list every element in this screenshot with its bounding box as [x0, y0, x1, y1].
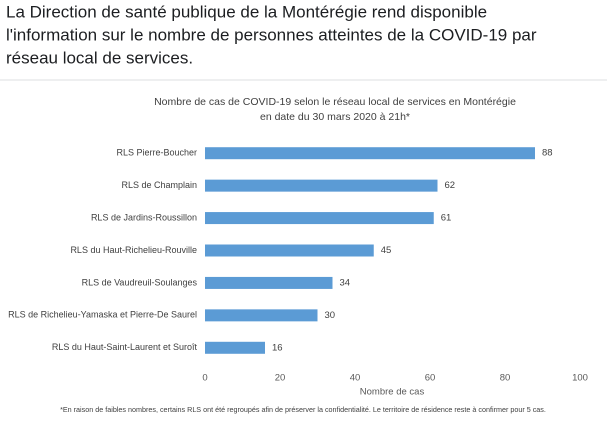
x-tick-label: 40	[350, 373, 361, 384]
data-label: 34	[340, 277, 351, 288]
x-axis-label: Nombre de cas	[360, 387, 425, 398]
footnote: *En raison de faibles nombres, certains …	[60, 405, 546, 414]
y-tick-label: RLS du Haut-Saint-Laurent et Suroît	[52, 342, 198, 352]
y-tick-label: RLS de Richelieu-Yamaska et Pierre-De Sa…	[8, 310, 197, 320]
x-tick-label: 0	[202, 373, 207, 384]
bar	[205, 276, 333, 289]
y-tick-label: RLS de Jardins-Roussillon	[91, 212, 197, 222]
data-label: 61	[441, 213, 452, 224]
x-tick-label: 100	[572, 373, 588, 384]
y-tick-label: RLS de Champlain	[121, 180, 197, 190]
y-tick-label: RLS de Vaudreuil-Soulanges	[82, 277, 198, 287]
x-tick-label: 20	[275, 373, 286, 384]
bar	[205, 244, 374, 257]
bar	[205, 341, 265, 354]
data-label: 88	[542, 148, 553, 159]
y-tick-label: RLS Pierre-Boucher	[116, 148, 197, 158]
post-text: réseau local de services.	[6, 48, 193, 67]
x-tick-label: 80	[500, 373, 511, 384]
bar	[205, 147, 535, 160]
bar	[205, 179, 438, 192]
x-tick-label: 60	[425, 373, 436, 384]
data-label: 16	[272, 342, 283, 353]
y-tick-label: RLS du Haut-Richelieu-Rouville	[70, 245, 197, 255]
post-text: l'information sur le nombre de personnes…	[6, 25, 537, 44]
post-text: La Direction de santé publique de la Mon…	[6, 2, 487, 21]
bar	[205, 309, 318, 322]
data-label: 30	[325, 310, 336, 321]
data-label: 62	[445, 180, 456, 191]
chart-subtitle: en date du 30 mars 2020 à 21h*	[260, 111, 410, 123]
bar	[205, 212, 434, 225]
data-label: 45	[381, 245, 392, 256]
chart-title: Nombre de cas de COVID-19 selon le résea…	[154, 96, 516, 108]
